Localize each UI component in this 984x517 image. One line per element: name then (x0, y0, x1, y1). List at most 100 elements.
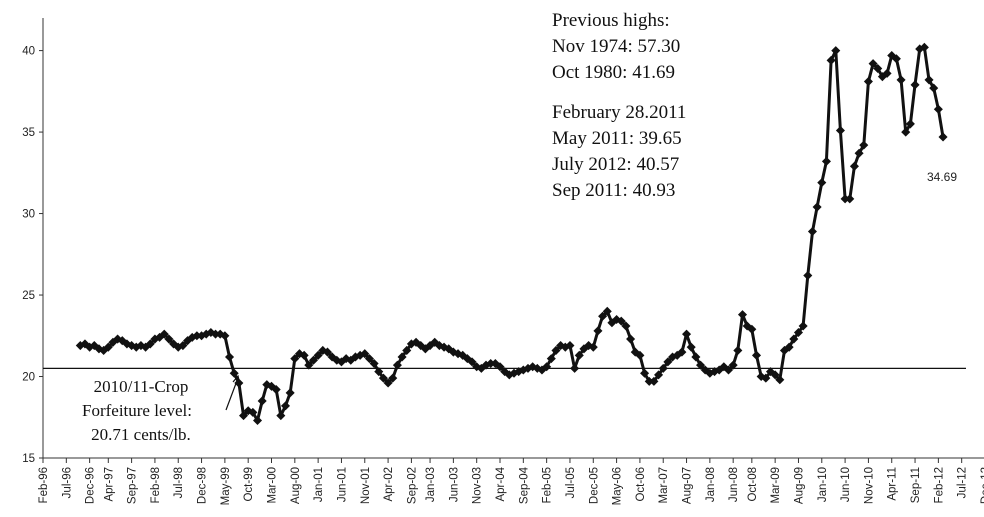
previous-highs-line-2: Nov 1974: 57.30 (552, 36, 680, 57)
data-point (211, 329, 221, 339)
x-tick-label: Sep-11 (910, 467, 922, 503)
data-point (751, 350, 762, 360)
x-tick-label: Oct-08 (747, 467, 759, 502)
data-point (863, 77, 873, 87)
data-point (873, 63, 883, 74)
x-tick-label: Aug-07 (682, 467, 694, 504)
data-point (933, 104, 943, 114)
data-point (691, 352, 701, 362)
y-tick-label: 35 (22, 127, 35, 139)
x-tick-label: Feb-05 (542, 467, 554, 503)
data-point (238, 411, 249, 421)
x-tick-label: May-06 (612, 467, 624, 505)
recent-highs-annotation: February 28.2011 May 2011: 39.65 July 20… (552, 102, 686, 201)
x-tick-label: Oct-06 (635, 467, 647, 502)
forfeiture-annotation: 2010/11-Crop Forfeiture level: 20.71 cen… (82, 374, 241, 444)
x-tick-label: Jun-10 (840, 467, 852, 502)
data-point (831, 46, 841, 56)
data-point (192, 331, 202, 341)
data-point (812, 202, 822, 212)
data-point (929, 83, 939, 93)
x-tick-label: Jun-01 (336, 467, 348, 502)
data-point (626, 334, 636, 344)
data-point (821, 156, 831, 166)
recent-highs-line-3: July 2012: 40.57 (552, 154, 679, 175)
data-point (164, 334, 174, 344)
previous-highs-line-1: Previous highs: (552, 10, 670, 31)
data-point (733, 345, 743, 355)
forfeiture-line-2: Forfeiture level: (82, 401, 192, 420)
data-point (178, 341, 188, 351)
data-point (276, 411, 286, 421)
data-point (677, 347, 687, 357)
data-point (803, 270, 813, 281)
data-point (248, 407, 258, 417)
x-tick-label: Jul-12 (957, 467, 969, 498)
y-tick-label: 40 (22, 46, 35, 58)
x-tick-label: Jul-98 (173, 467, 185, 498)
x-tick-label: Nov-03 (472, 467, 484, 504)
forfeiture-line-1: 2010/11-Crop (94, 377, 189, 396)
x-tick-label: Aug-00 (290, 467, 302, 504)
y-tick-label: 25 (22, 290, 35, 302)
x-tick-label: Jan-03 (425, 467, 437, 502)
data-point (807, 226, 817, 237)
data-point (826, 55, 836, 65)
data-point (723, 365, 734, 375)
x-tick-label: Mar-07 (658, 467, 670, 503)
data-point (905, 119, 915, 129)
data-point (817, 178, 827, 188)
data-point (654, 370, 664, 380)
forfeiture-arrow (225, 374, 241, 411)
data-point (737, 310, 748, 320)
x-tick-label: Apr-02 (383, 467, 395, 502)
data-point (686, 342, 696, 352)
data-point (747, 324, 757, 334)
x-tick-label: Feb-12 (933, 467, 945, 503)
data-markers (75, 42, 948, 426)
y-ticks: 15 20 25 30 35 40 (22, 46, 43, 465)
x-tick-label: Dec-98 (197, 467, 209, 504)
x-tick-label: Dec-96 (85, 467, 97, 504)
x-tick-label: Jan-10 (817, 467, 829, 502)
recent-highs-line-4: Sep 2011: 40.93 (552, 180, 675, 201)
data-point (229, 368, 239, 378)
data-point (565, 341, 575, 351)
x-tick-label: Jun-03 (448, 467, 460, 502)
x-tick-label: Nov-10 (863, 467, 875, 504)
x-tick-label: Apr-11 (887, 467, 899, 501)
x-tick-label: May-99 (220, 467, 232, 505)
data-point (225, 352, 235, 362)
recent-highs-line-2: May 2011: 39.65 (552, 128, 682, 149)
data-point (658, 363, 668, 373)
data-point (257, 396, 267, 406)
data-point (682, 329, 692, 339)
y-tick-label: 30 (22, 209, 35, 221)
x-tick-label: Jan-08 (705, 467, 717, 502)
y-tick-label: 15 (22, 453, 35, 465)
data-point (588, 342, 598, 352)
x-tick-label: Feb-96 (38, 467, 50, 503)
x-tick-label: Apr-97 (103, 467, 115, 502)
x-tick-label: Mar-09 (770, 467, 782, 503)
axes (42, 18, 984, 459)
previous-highs-line-3: Oct 1980: 41.69 (552, 62, 675, 83)
x-tick-label: Dec-12 (980, 467, 984, 504)
data-point (849, 161, 859, 171)
data-point (640, 368, 650, 378)
data-point (896, 75, 906, 85)
x-tick-label: Sep-02 (406, 467, 418, 504)
data-point (775, 375, 785, 385)
x-tick-label: Jun-08 (728, 467, 740, 502)
data-point (159, 329, 169, 339)
x-tick-label: Aug-09 (793, 467, 805, 504)
x-tick-label: Sep-04 (518, 466, 530, 504)
data-point (285, 388, 295, 398)
x-tick-label: Oct-99 (243, 467, 255, 502)
data-point (551, 345, 561, 355)
data-point (835, 125, 845, 135)
recent-highs-line-1: February 28.2011 (552, 102, 686, 123)
x-tick-label: Dec-05 (588, 467, 600, 504)
x-tick-label: Apr-04 (495, 466, 507, 501)
x-tick-label: Jul-96 (61, 467, 73, 498)
